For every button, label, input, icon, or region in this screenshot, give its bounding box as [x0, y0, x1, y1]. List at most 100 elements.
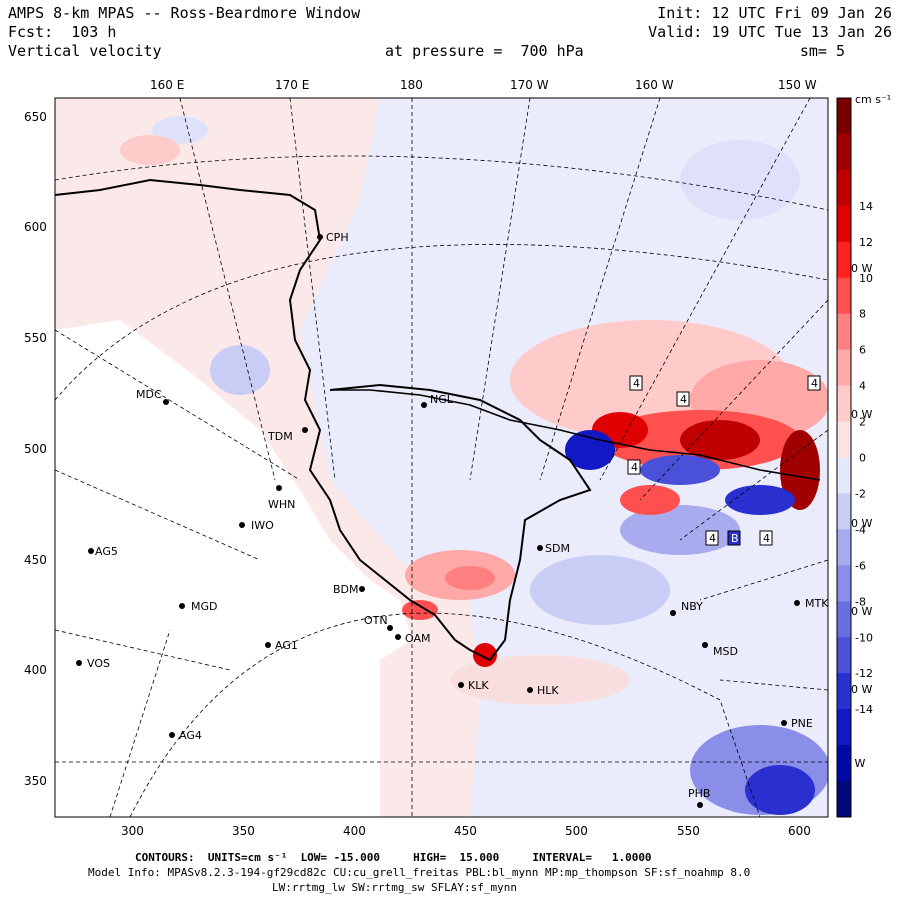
station-dot [88, 548, 94, 554]
station-label: WHN [268, 498, 295, 511]
y-tick-label: 500 [24, 442, 47, 456]
y-tick-label: 350 [24, 774, 47, 788]
colorbar-tick-label: -2 [855, 487, 866, 500]
extrema-box [727, 530, 741, 546]
colorbar-tick-label: -8 [855, 595, 866, 608]
field-blob-positive [402, 600, 438, 620]
colorbar-segment [837, 349, 851, 387]
station-label: IWO [251, 519, 274, 532]
colorbar-tick-label: 12 [859, 236, 873, 249]
station-label: MGD [191, 600, 218, 613]
station-dot [395, 634, 401, 640]
colorbar-segment [837, 313, 851, 351]
field-name: Vertical velocity [8, 42, 162, 60]
ice-shelf-front [330, 389, 821, 481]
x-tick-label: 600 [788, 824, 811, 838]
field-blob-positive [680, 420, 760, 460]
station-label: NGL [430, 393, 454, 406]
station-label: AG1 [275, 639, 298, 652]
station-dot [179, 603, 185, 609]
station-dot [276, 485, 282, 491]
colorbar-segment [837, 637, 851, 674]
extrema-box [629, 375, 643, 391]
station-dot [163, 399, 169, 405]
x-tick-label: 400 [343, 824, 366, 838]
x-tick-label: 500 [565, 824, 588, 838]
lon-label: 170 E [275, 78, 310, 92]
y-tick-label: 650 [24, 110, 47, 124]
field-blob-negative [640, 455, 720, 485]
station-label: SDM [545, 542, 570, 555]
extrema-label: 4 [631, 461, 638, 474]
colorbar-segment [837, 385, 851, 423]
colorbar-segment [837, 241, 851, 279]
station-label: KLK [468, 679, 489, 692]
y-tick-label: 600 [24, 220, 47, 234]
station-dot [169, 732, 175, 738]
lon-label: 170 W [510, 78, 549, 92]
station-label: AG4 [179, 729, 202, 742]
station-dot [781, 720, 787, 726]
y-tick-label: 450 [24, 553, 47, 567]
station-dot [317, 234, 323, 240]
colorbar-segment [837, 133, 851, 171]
lon-label: 160 W [635, 78, 674, 92]
colorbar-segment [837, 781, 851, 818]
field-blob-positive [445, 566, 495, 590]
station-dot [421, 402, 427, 408]
field-blob-positive [780, 430, 820, 510]
colorbar-segment [837, 709, 851, 746]
colorbar [836, 97, 852, 818]
colorbar-tick-label: 6 [859, 344, 866, 357]
station-label: PHB [688, 787, 710, 800]
colorbar-segment [837, 493, 851, 530]
station-label: TDM [267, 430, 293, 443]
station-dot [670, 610, 676, 616]
smoothing-label: sm= 5 [799, 42, 845, 60]
colorbar-tick-label: 10 [859, 272, 873, 285]
map-title: AMPS 8-km MPAS -- Ross-Beardmore Window [8, 4, 361, 22]
extrema-label: 4 [633, 377, 640, 390]
field-blob-negative [152, 116, 208, 144]
coastline [55, 178, 592, 662]
x-tick-label: 350 [232, 824, 255, 838]
station-dot [76, 660, 82, 666]
extrema-box [807, 375, 821, 391]
model-info: Model Info: MPASv8.2.3-194-gf29cd82c CU:… [88, 866, 751, 879]
station-dot [359, 586, 365, 592]
colorbar-segment [837, 745, 851, 782]
y-tick-label: 550 [24, 331, 47, 345]
colorbar-tick-label: 2 [859, 416, 866, 429]
colorbar-segment [837, 673, 851, 710]
extrema-label: B [731, 532, 739, 545]
extrema-label: 4 [763, 532, 770, 545]
colorbar-tick-label: 4 [859, 380, 866, 393]
station-label: VOS [87, 657, 110, 670]
station-dot [458, 682, 464, 688]
lon-label: 180 [400, 78, 423, 92]
extrema-box [676, 391, 690, 407]
field-blob-positive [450, 655, 630, 705]
lon-label: 160 E [150, 78, 185, 92]
station-label: AG5 [95, 545, 118, 558]
field-blob-negative [745, 765, 815, 815]
station-label: MTK [805, 597, 829, 610]
extrema-label: 4 [680, 393, 687, 406]
extrema-label: 4 [709, 532, 716, 545]
y-tick-label: 400 [24, 663, 47, 677]
field-blob-positive [120, 135, 180, 165]
station-label: HLK [537, 684, 559, 697]
physics-info: LW:rrtmg_lw SW:rrtmg_sw SFLAY:sf_mynn [272, 881, 518, 894]
extrema-box [759, 530, 773, 546]
x-tick-label: 300 [121, 824, 144, 838]
forecast-hour: Fcst: 103 h [8, 23, 117, 41]
field-blob-negative [210, 345, 270, 395]
colorbar-tick-label: 8 [859, 308, 866, 321]
station-label: OTN [364, 614, 388, 627]
station-dot [794, 600, 800, 606]
station-dot [702, 642, 708, 648]
valid-time: Valid: 19 UTC Tue 13 Jan 26 [648, 23, 892, 41]
colorbar-tick-label: -12 [855, 667, 873, 680]
pressure-level: at pressure = 700 hPa [385, 42, 584, 60]
